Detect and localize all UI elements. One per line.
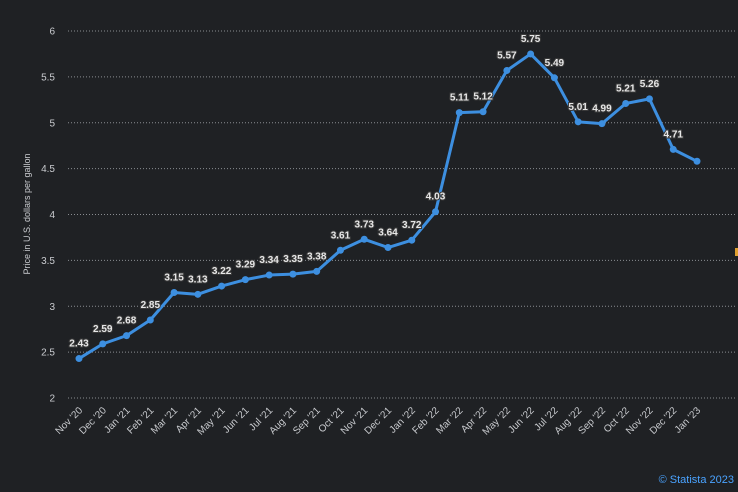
data-point — [146, 316, 154, 324]
data-point — [527, 50, 535, 58]
data-point — [645, 95, 653, 103]
data-label: 5.12 — [473, 92, 493, 103]
data-label: 5.57 — [497, 50, 517, 61]
data-point — [455, 109, 463, 117]
data-label: 3.61 — [331, 230, 351, 241]
data-point — [622, 99, 630, 107]
data-point — [408, 236, 416, 244]
y-tick-label: 4 — [49, 210, 55, 221]
y-tick-label: 5 — [49, 118, 55, 129]
data-point — [479, 108, 487, 116]
data-label: 3.72 — [402, 220, 422, 231]
y-tick-label: 3 — [49, 302, 55, 313]
data-point — [218, 282, 226, 290]
x-tick-label: Jan '23 — [673, 405, 704, 436]
data-point — [503, 66, 511, 74]
data-point — [265, 271, 273, 279]
data-point — [574, 118, 582, 126]
y-tick-label: 6 — [49, 27, 55, 38]
data-label: 3.64 — [378, 228, 398, 239]
data-point — [598, 120, 606, 128]
y-tick-label: 5.5 — [41, 72, 55, 83]
data-label: 3.22 — [212, 266, 232, 277]
statista-credit[interactable]: © Statista 2023 — [658, 474, 734, 486]
data-point — [289, 270, 297, 278]
data-label: 4.03 — [426, 192, 446, 203]
data-label: 3.13 — [188, 274, 208, 285]
y-tick-label: 2.5 — [41, 348, 55, 359]
data-point — [99, 340, 107, 348]
edge-tab-marker — [735, 248, 738, 256]
series-line — [77, 52, 699, 361]
data-point — [693, 157, 701, 165]
x-tick-label: Jun '21 — [221, 405, 252, 436]
data-label: 3.38 — [307, 251, 327, 262]
data-label: 5.75 — [521, 34, 541, 45]
y-tick-label: 3.5 — [41, 256, 55, 267]
data-point — [550, 74, 558, 82]
data-label: 3.29 — [236, 260, 256, 271]
y-tick-label: 2 — [49, 394, 55, 405]
data-label: 3.34 — [259, 255, 279, 266]
x-tick-label: Sep '22 — [577, 405, 609, 437]
data-label: 5.11 — [450, 93, 469, 104]
data-label: 2.43 — [69, 339, 89, 350]
x-tick-label: Mar '21 — [149, 405, 180, 436]
data-point — [75, 355, 83, 363]
data-label: 5.01 — [568, 102, 588, 113]
data-point — [384, 244, 392, 252]
data-point — [669, 145, 677, 153]
data-label: 4.99 — [592, 104, 612, 115]
y-axis-label: Price in U.S. dollars per gallon — [22, 153, 32, 274]
data-label: 3.15 — [164, 272, 184, 283]
x-tick-label: Mar '22 — [434, 405, 465, 436]
data-label: 2.68 — [117, 316, 137, 327]
data-label: 5.21 — [616, 83, 636, 94]
data-point — [170, 288, 178, 296]
data-label: 3.35 — [283, 254, 303, 265]
data-label: 5.49 — [545, 58, 565, 69]
data-label: 2.85 — [141, 300, 161, 311]
data-point — [123, 332, 131, 340]
x-tick-label: Dec '20 — [77, 405, 109, 437]
data-point — [432, 208, 440, 216]
data-label: 5.26 — [640, 79, 660, 90]
data-label: 3.73 — [354, 219, 374, 230]
x-tick-label: Dec '21 — [363, 405, 395, 437]
data-point — [360, 235, 368, 243]
data-label: 4.71 — [663, 129, 683, 140]
x-tick-label: Dec '22 — [648, 405, 680, 437]
data-point — [336, 246, 344, 254]
y-tick-label: 4.5 — [41, 164, 55, 175]
data-point — [194, 290, 202, 298]
x-tick-label: Sep '21 — [291, 405, 323, 437]
data-point — [241, 276, 249, 284]
x-tick-label: Jun '22 — [506, 405, 537, 436]
data-label: 2.59 — [93, 324, 113, 335]
data-point — [313, 267, 321, 275]
